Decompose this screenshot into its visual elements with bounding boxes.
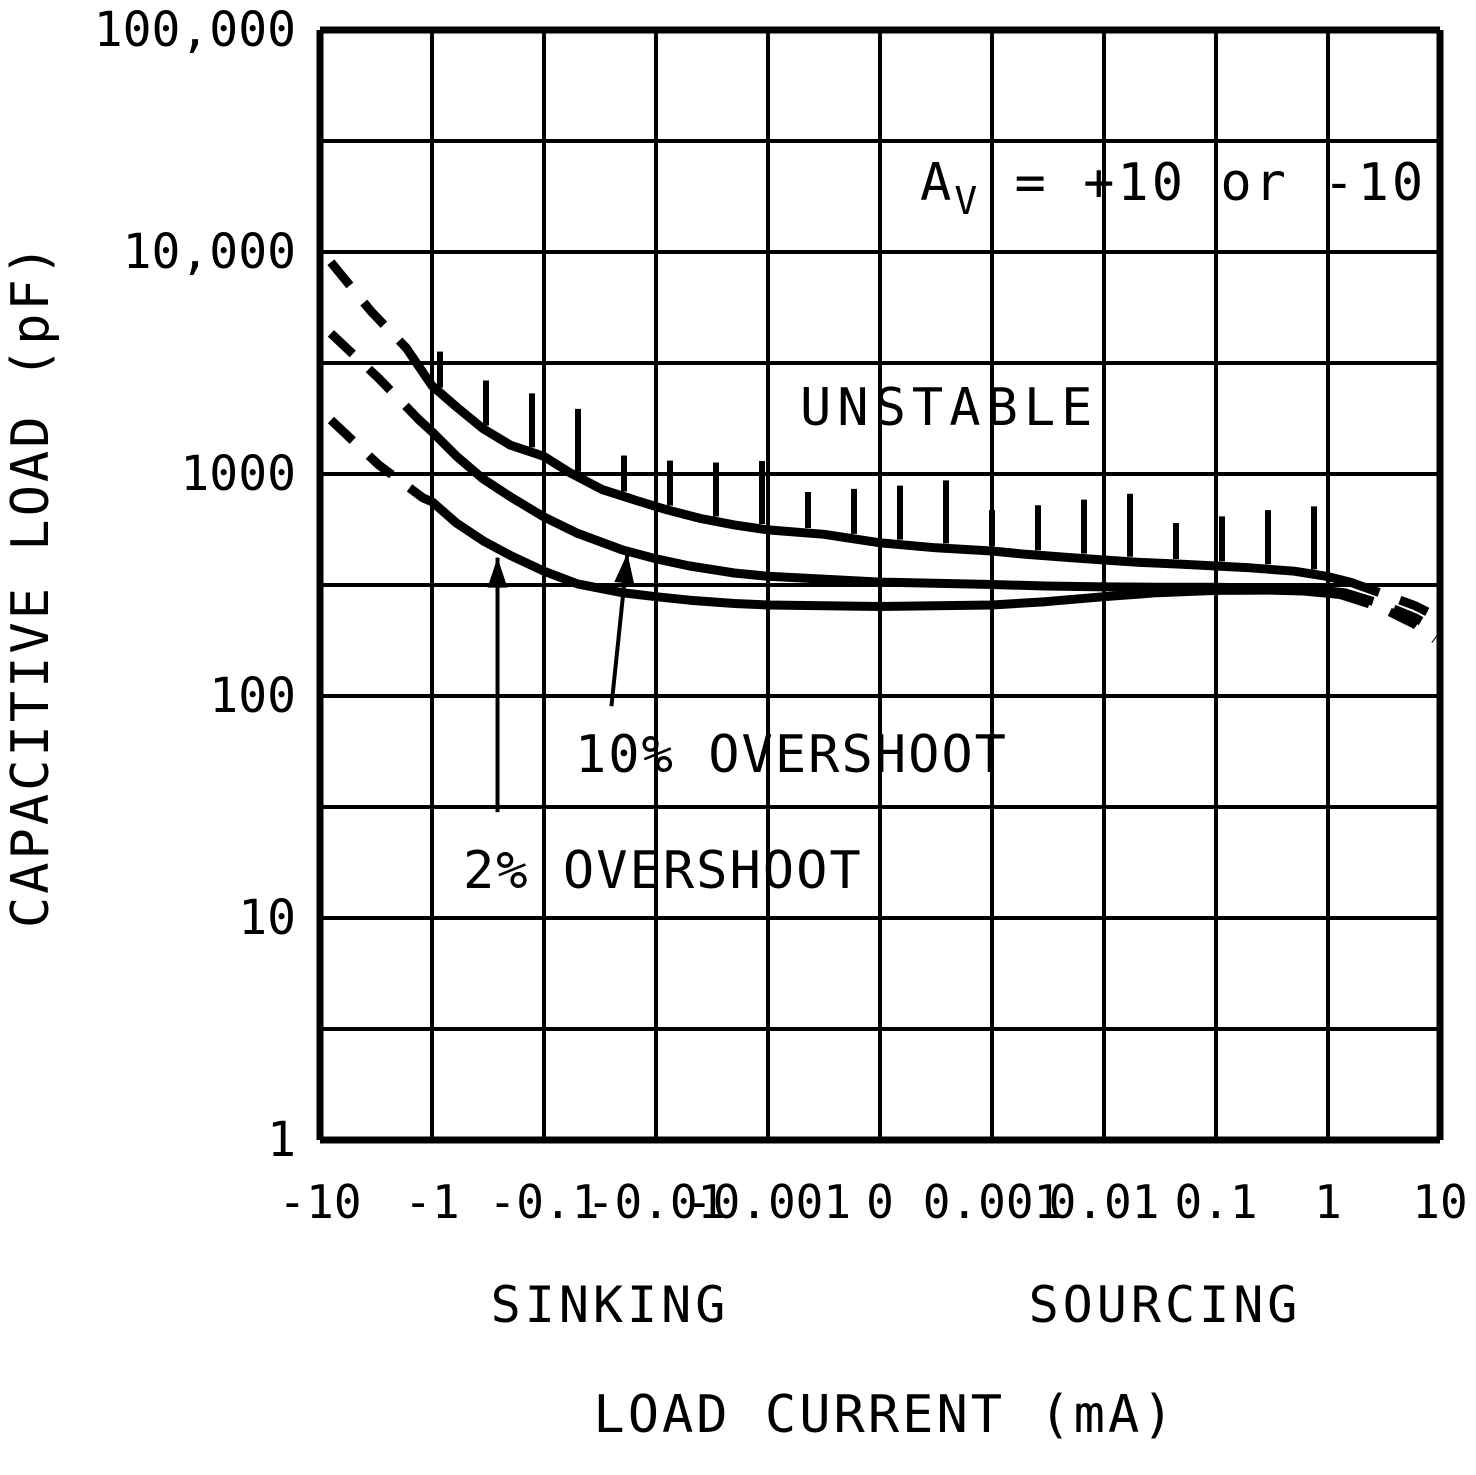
- y-tick-label: 100: [209, 668, 296, 724]
- gain-annotation: AV = +10 or -10: [920, 153, 1426, 223]
- gain-annotation-sub-v: V: [954, 179, 980, 223]
- y-tick-label: 1: [267, 1112, 296, 1168]
- unstable-boundary-dashed-left: [327, 259, 410, 352]
- y-tick-label: 100,000: [94, 2, 296, 58]
- x-tick-label: -10: [278, 1175, 361, 1229]
- overshoot-2-label: 2% OVERSHOOT: [463, 841, 863, 901]
- sinking-label: SINKING: [491, 1276, 730, 1334]
- overshoot-2pct-dashed-left: [327, 416, 426, 502]
- x-tick-label: 0: [866, 1175, 894, 1229]
- x-axis-title: LOAD CURRENT (mA): [593, 1385, 1176, 1445]
- x-tick-label: -0.1: [489, 1175, 600, 1229]
- unstable-boundary-curve: [401, 343, 1356, 587]
- unstable-boundary-dashed-right: [1349, 578, 1437, 620]
- x-tick-label: 0.1: [1174, 1175, 1257, 1229]
- overshoot-2pct-arrow-head: [487, 557, 508, 588]
- y-tick-label: 10,000: [123, 224, 296, 280]
- x-tick-label: 0.01: [1049, 1175, 1160, 1229]
- gain-annotation-a: A: [920, 153, 954, 213]
- x-tick-label: -1: [404, 1175, 459, 1229]
- sourcing-label: SOURCING: [1029, 1276, 1302, 1334]
- overshoot-2pct-curve: [418, 493, 1346, 611]
- overshoot-2pct-dashed-right: [1339, 590, 1438, 643]
- overshoot-10pct-arrow-head: [614, 553, 635, 584]
- x-tick-label: -0.001: [685, 1175, 851, 1229]
- overshoot-10pct-dashed-left: [327, 330, 423, 424]
- x-tick-label: 10: [1412, 1175, 1467, 1229]
- x-tick-label: 0.001: [923, 1175, 1061, 1229]
- y-tick-label: 1000: [180, 446, 296, 502]
- overshoot-10-label: 10% OVERSHOOT: [575, 725, 1008, 785]
- gain-annotation-rest: = +10 or -10: [980, 153, 1426, 213]
- unstable-region-label: UNSTABLE: [800, 378, 1098, 438]
- x-tick-label: 1: [1314, 1175, 1342, 1229]
- y-tick-label: 10: [238, 890, 296, 946]
- x-tick-label: -0.01: [587, 1175, 725, 1229]
- y-axis-title: CAPACITIVE LOAD (pF): [1, 242, 61, 928]
